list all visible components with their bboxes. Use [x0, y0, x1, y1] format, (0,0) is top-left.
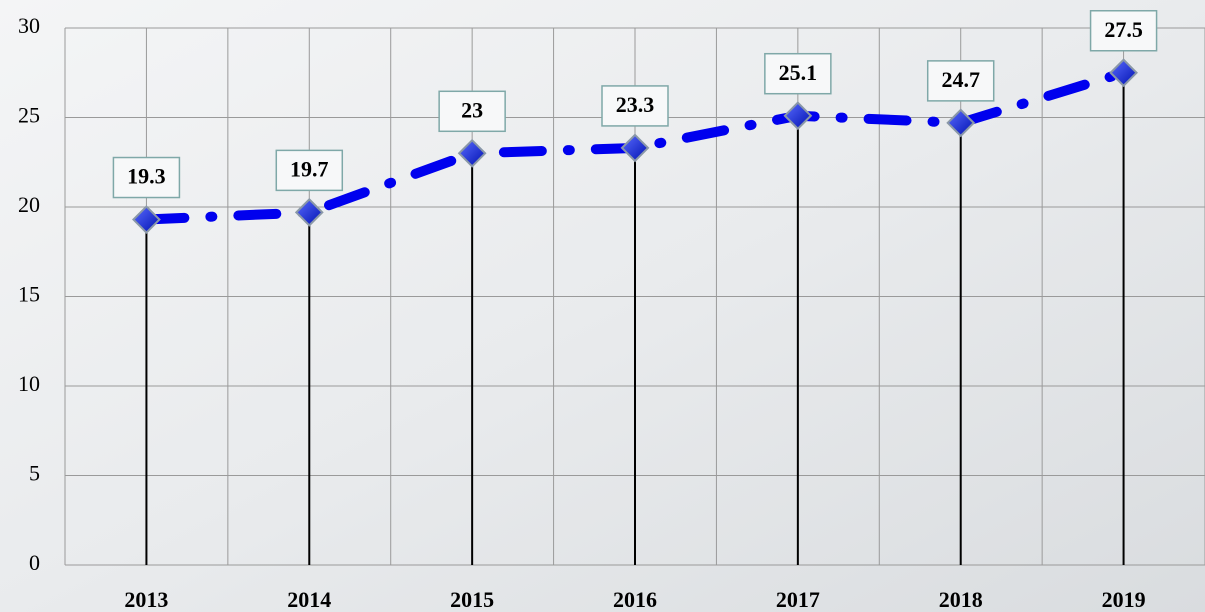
data-label: 23	[461, 97, 483, 122]
data-label: 24.7	[941, 67, 980, 92]
data-label: 19.7	[290, 156, 329, 181]
y-tick-label: 30	[18, 13, 40, 38]
marker	[1109, 58, 1138, 88]
data-label-box	[926, 60, 995, 102]
x-tick-label: 2018	[939, 587, 983, 612]
y-tick-label: 25	[18, 103, 40, 128]
y-tick-label: 5	[29, 461, 40, 486]
data-label-box	[764, 52, 832, 95]
marker	[457, 138, 487, 168]
marker	[620, 133, 650, 163]
y-tick-label: 10	[18, 371, 40, 396]
data-label-box	[1089, 10, 1158, 52]
data-label: 19.3	[127, 164, 166, 189]
y-tick-label: 15	[18, 282, 40, 307]
marker	[783, 101, 813, 131]
data-label-box	[601, 85, 669, 127]
data-label-box	[438, 90, 506, 133]
marker	[294, 197, 324, 227]
y-tick-label: 0	[29, 550, 40, 575]
x-tick-label: 2014	[287, 587, 331, 612]
x-tick-label: 2015	[450, 587, 494, 612]
x-tick-label: 2017	[776, 587, 820, 612]
x-tick-label: 2016	[613, 587, 657, 612]
data-label-box	[275, 149, 344, 192]
x-tick-label: 2013	[124, 587, 168, 612]
marker	[946, 108, 976, 138]
marker	[132, 205, 161, 234]
y-tick-label: 20	[18, 192, 40, 217]
data-label: 25.1	[779, 60, 818, 85]
x-tick-label: 2019	[1102, 587, 1146, 612]
data-label-box	[112, 156, 181, 199]
data-label: 23.3	[616, 92, 655, 117]
data-label: 27.5	[1104, 17, 1143, 42]
